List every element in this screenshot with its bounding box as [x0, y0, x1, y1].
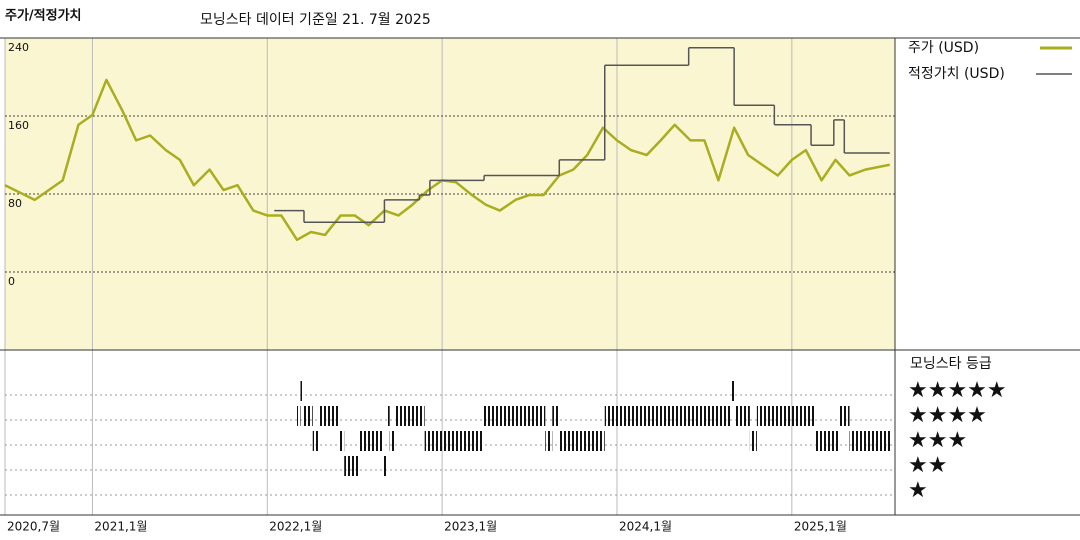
rating-segment [394, 406, 425, 426]
y-tick-label: 240 [8, 41, 29, 54]
rating-legend-label: ★ [908, 478, 928, 503]
rating-segment [297, 406, 301, 426]
rating-legend-label: ★★★★★ [908, 378, 1007, 403]
rating-segment [300, 381, 303, 401]
rating-segment [849, 431, 892, 451]
x-tick-label: 2024,1월 [619, 520, 672, 534]
x-tick-label: 2022,1월 [269, 520, 322, 534]
rating-title: 모닝스타 등급 [910, 356, 992, 372]
rating-segment [545, 431, 553, 451]
rating-legend-label: ★★★★ [908, 403, 987, 428]
rating-segment [424, 431, 483, 451]
y-tick-label: 160 [8, 119, 29, 132]
x-tick-label: 2025,1월 [794, 520, 847, 534]
rating-segment [749, 431, 757, 451]
rating-segment [386, 406, 390, 426]
chart-subtitle: 모닝스타 데이터 기준일 21. 7월 2025 [200, 12, 431, 28]
rating-segment [559, 431, 605, 451]
rating-segment [344, 456, 360, 476]
rating-segment [338, 431, 345, 451]
rating-legend-label: ★★ [908, 453, 947, 478]
rating-legend-label: ★★★ [908, 428, 967, 453]
rating-segment [317, 406, 339, 426]
rating-segment [730, 381, 735, 401]
legend-label: 적정가치 (USD) [908, 66, 1005, 82]
rating-segment [814, 431, 840, 451]
rating-segment [389, 431, 395, 451]
x-tick-label: 2020,7월 [7, 520, 60, 534]
rating-segment [312, 431, 318, 451]
rating-segment [734, 406, 750, 426]
x-tick-label: 2021,1월 [94, 520, 147, 534]
legend-label: 주가 (USD) [908, 40, 979, 56]
rating-segment [382, 456, 387, 476]
x-tick-label: 2023,1월 [444, 520, 497, 534]
frame [0, 37, 1080, 516]
chart-title: 주가/적정가치 [5, 8, 82, 24]
rating-segment [482, 406, 546, 426]
y-tick-label: 0 [8, 275, 15, 288]
rating-segment [756, 406, 815, 426]
rating-segment [359, 431, 383, 451]
rating-segment [839, 406, 850, 426]
rating-segment [302, 406, 313, 426]
price-line [4, 78, 890, 242]
rating-segment [552, 406, 560, 426]
y-tick-label: 80 [8, 197, 22, 210]
rating-segment [604, 406, 731, 426]
